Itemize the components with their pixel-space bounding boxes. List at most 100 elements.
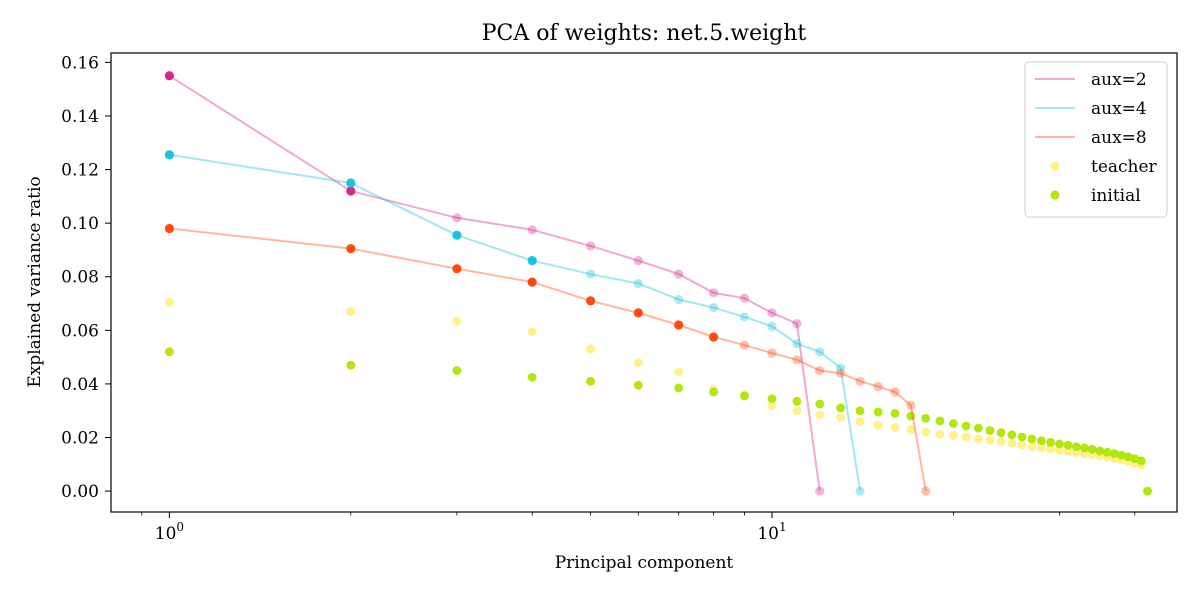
point-initial-1 <box>164 347 174 357</box>
y-tick-label-4: 0.06 <box>61 321 99 341</box>
point-initial-9 <box>740 391 749 401</box>
point-teacher-23 <box>985 435 995 445</box>
legend-box <box>1024 61 1168 218</box>
point-aux-8-3 <box>452 264 462 274</box>
series-initial <box>164 347 1152 496</box>
point-aux-2-11 <box>792 319 802 329</box>
point-initial-29 <box>1046 437 1056 447</box>
point-aux-4-7 <box>674 294 684 305</box>
point-teacher-26 <box>1017 440 1027 450</box>
point-initial-16 <box>890 408 900 418</box>
y-tick-label-8: 0.14 <box>61 107 99 127</box>
series-aux-4 <box>164 150 865 496</box>
point-teacher-7 <box>674 367 684 377</box>
point-initial-18 <box>921 413 931 423</box>
point-teacher-4 <box>527 327 537 337</box>
point-teacher-19 <box>935 429 945 439</box>
point-initial-32 <box>1071 442 1081 452</box>
point-initial-27 <box>1027 434 1037 444</box>
legend-label-aux-4: aux=4 <box>1091 99 1147 119</box>
point-aux-4-2 <box>346 178 356 188</box>
point-initial-2 <box>346 360 356 370</box>
point-aux-8-18 <box>921 486 931 496</box>
point-teacher-22 <box>973 434 983 444</box>
point-initial-42 <box>1143 486 1152 496</box>
point-aux-4-3 <box>452 230 462 240</box>
point-aux-4-8 <box>708 302 719 313</box>
y-tick-label-2: 0.02 <box>61 429 99 449</box>
point-initial-41 <box>1136 456 1146 466</box>
point-aux-2-6 <box>633 256 643 266</box>
point-initial-13 <box>836 403 846 413</box>
point-aux-8-6 <box>633 308 643 318</box>
point-initial-15 <box>873 407 883 417</box>
point-initial-7 <box>674 383 684 393</box>
point-initial-28 <box>1037 436 1046 446</box>
point-aux-4-10 <box>767 321 777 331</box>
point-aux-2-4 <box>527 225 537 235</box>
point-initial-24 <box>996 428 1006 438</box>
point-initial-11 <box>792 396 802 406</box>
point-aux-4-11 <box>792 339 802 349</box>
point-initial-33 <box>1080 443 1089 453</box>
point-teacher-28 <box>1037 443 1046 453</box>
point-initial-3 <box>452 366 462 375</box>
point-initial-12 <box>815 399 825 409</box>
point-aux-8-17 <box>906 400 916 410</box>
point-aux-8-12 <box>815 365 825 376</box>
point-aux-4-9 <box>739 312 750 322</box>
point-teacher-17 <box>906 425 916 434</box>
point-aux-8-16 <box>890 387 900 397</box>
y-tick-label-5: 0.08 <box>61 268 99 288</box>
y-tick-label-6: 0.10 <box>61 214 99 234</box>
point-teacher-1 <box>164 297 174 307</box>
point-teacher-31 <box>1063 447 1073 456</box>
point-initial-19 <box>935 416 945 426</box>
point-aux-8-9 <box>739 340 750 350</box>
x-axis-label: Principal component <box>555 553 734 573</box>
point-initial-8 <box>709 387 718 397</box>
point-aux-2-3 <box>452 213 462 223</box>
point-initial-6 <box>633 380 643 390</box>
y-axis: 0.00 0.02 0.04 0.06 0.08 0.10 0.12 0.14 0.16 <box>61 53 111 502</box>
point-aux-2-5 <box>585 241 596 251</box>
point-teacher-20 <box>948 430 958 440</box>
point-aux-8-1 <box>164 223 174 234</box>
point-aux-4-5 <box>585 269 596 279</box>
series-aux-8 <box>164 223 931 496</box>
point-initial-35 <box>1095 446 1105 456</box>
point-aux-4-14 <box>855 486 865 496</box>
plot-area <box>164 71 1152 496</box>
point-teacher-10 <box>767 400 777 410</box>
point-aux-2-7 <box>674 269 684 279</box>
point-initial-20 <box>948 419 958 428</box>
series-aux-2 <box>164 71 825 496</box>
point-initial-25 <box>1007 430 1017 440</box>
point-aux-4-13 <box>836 363 846 373</box>
point-initial-34 <box>1087 444 1097 454</box>
legend: aux=2 aux=4 aux=8 teacher initial <box>1024 61 1168 218</box>
point-aux-2-10 <box>767 308 777 318</box>
point-aux-8-5 <box>585 296 596 306</box>
y-tick-label-9: 0.16 <box>61 53 99 73</box>
point-initial-21 <box>961 421 971 431</box>
y-tick-label-3: 0.04 <box>61 375 99 395</box>
point-teacher-6 <box>633 358 643 367</box>
point-initial-5 <box>586 376 595 386</box>
y-tick-label-1: 0.00 <box>61 482 99 502</box>
point-aux-8-8 <box>708 332 719 342</box>
point-initial-22 <box>973 423 983 433</box>
y-axis-label: Explained variance ratio <box>25 176 45 387</box>
point-teacher-24 <box>996 437 1006 446</box>
point-initial-39 <box>1123 452 1133 462</box>
point-aux-2-12 <box>815 486 825 496</box>
point-initial-10 <box>767 394 777 404</box>
point-initial-37 <box>1109 449 1119 458</box>
point-teacher-30 <box>1055 445 1064 455</box>
point-aux-8-15 <box>873 381 883 392</box>
point-initial-14 <box>855 406 865 416</box>
point-teacher-5 <box>586 344 595 354</box>
point-aux-8-13 <box>836 368 846 378</box>
point-initial-23 <box>985 426 995 435</box>
point-teacher-15 <box>873 421 883 430</box>
